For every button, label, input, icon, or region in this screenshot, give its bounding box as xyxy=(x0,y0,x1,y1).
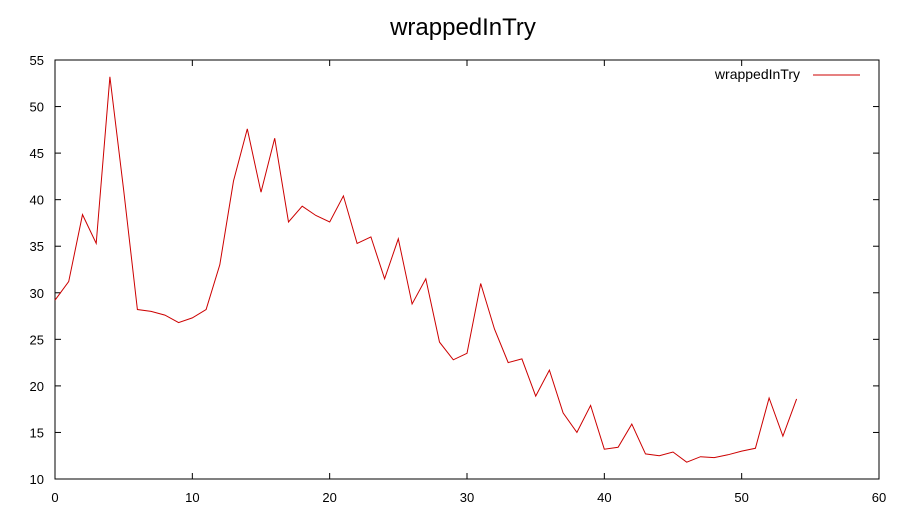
plot-area-frame xyxy=(54,59,880,480)
x-tick-label: 60 xyxy=(872,490,886,505)
x-tick-label: 40 xyxy=(597,490,611,505)
x-axis: 0 10 20 30 40 50 60 xyxy=(51,60,886,505)
x-tick-label: 0 xyxy=(51,490,58,505)
y-tick-label: 35 xyxy=(30,239,44,254)
x-tick-label: 10 xyxy=(185,490,199,505)
series-group xyxy=(54,76,798,463)
y-tick-label: 40 xyxy=(30,193,44,208)
chart-title: wrappedInTry xyxy=(389,14,536,41)
y-tick-label: 50 xyxy=(30,100,44,115)
x-tick-label: 30 xyxy=(460,490,474,505)
y-tick-label: 20 xyxy=(30,379,44,394)
legend-label: wrappedInTry xyxy=(714,66,800,82)
y-tick-label: 25 xyxy=(30,332,44,347)
legend: wrappedInTry xyxy=(714,66,860,82)
y-tick-label: 45 xyxy=(30,146,44,161)
x-tick-label: 20 xyxy=(322,490,336,505)
y-tick-label: 10 xyxy=(30,472,44,487)
series-line-0 xyxy=(54,76,798,463)
y-tick-label: 15 xyxy=(30,425,44,440)
x-tick-label: 50 xyxy=(734,490,748,505)
y-tick-label: 55 xyxy=(30,53,44,68)
y-axis: 10 15 20 25 30 35 40 45 50 55 xyxy=(30,53,879,487)
y-tick-label: 30 xyxy=(30,286,44,301)
